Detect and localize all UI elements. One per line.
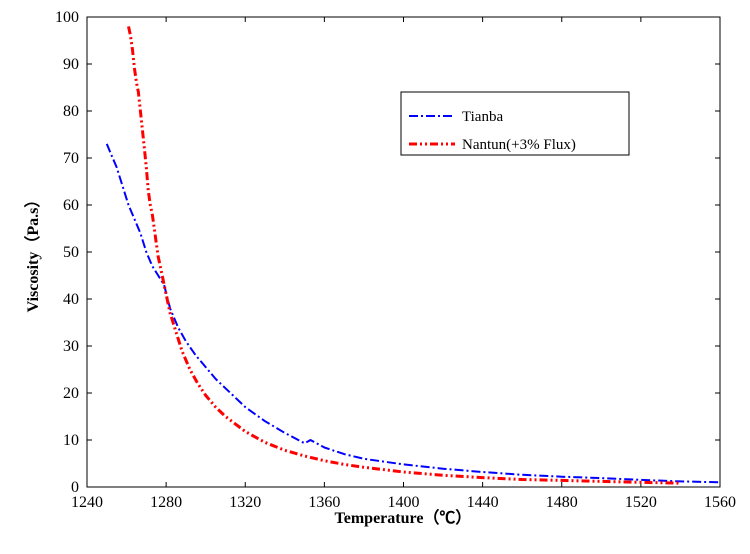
series-line-nantun (127, 26, 681, 485)
axis-ticks: 1240 1280 1320 1360 1400 1440 1480 1520 1560 0 10 2… (55, 9, 736, 511)
legend-label-tianba: Tianba (462, 109, 503, 125)
y-tick-label: 0 (71, 479, 79, 496)
x-tick-label: 1480 (546, 494, 578, 511)
series-line-tianba (105, 143, 721, 484)
x-tick-label: 1240 (71, 494, 103, 511)
legend: Tianba Nantun(+3% Flux) (400, 91, 630, 156)
plot-frame (86, 16, 721, 488)
y-tick-label: 50 (63, 244, 79, 261)
y-tick-label: 70 (63, 150, 79, 167)
x-tick-label: 1360 (308, 494, 340, 511)
x-axis-title: Temperature（℃） (335, 509, 472, 527)
series-layer (105, 26, 721, 485)
x-tick-label: 1560 (704, 494, 736, 511)
y-tick-label: 80 (63, 103, 79, 120)
y-tick-label: 30 (63, 338, 79, 355)
y-tick-label: 60 (63, 197, 79, 214)
y-tick-label: 40 (63, 291, 79, 308)
y-tick-label: 10 (63, 432, 79, 449)
y-tick-label: 90 (63, 56, 79, 73)
y-tick-label: 100 (55, 9, 79, 26)
x-tick-label: 1320 (229, 494, 261, 511)
x-tick-label: 1520 (625, 494, 657, 511)
y-axis-title: Viscosity（Pa.s） (24, 192, 42, 313)
x-tick-label: 1400 (388, 494, 420, 511)
legend-box (400, 91, 630, 156)
y-tick-label: 20 (63, 385, 79, 402)
x-tick-label: 1280 (150, 494, 182, 511)
legend-label-nantun: Nantun(+3% Flux) (462, 137, 576, 153)
x-tick-label: 1440 (467, 494, 499, 511)
